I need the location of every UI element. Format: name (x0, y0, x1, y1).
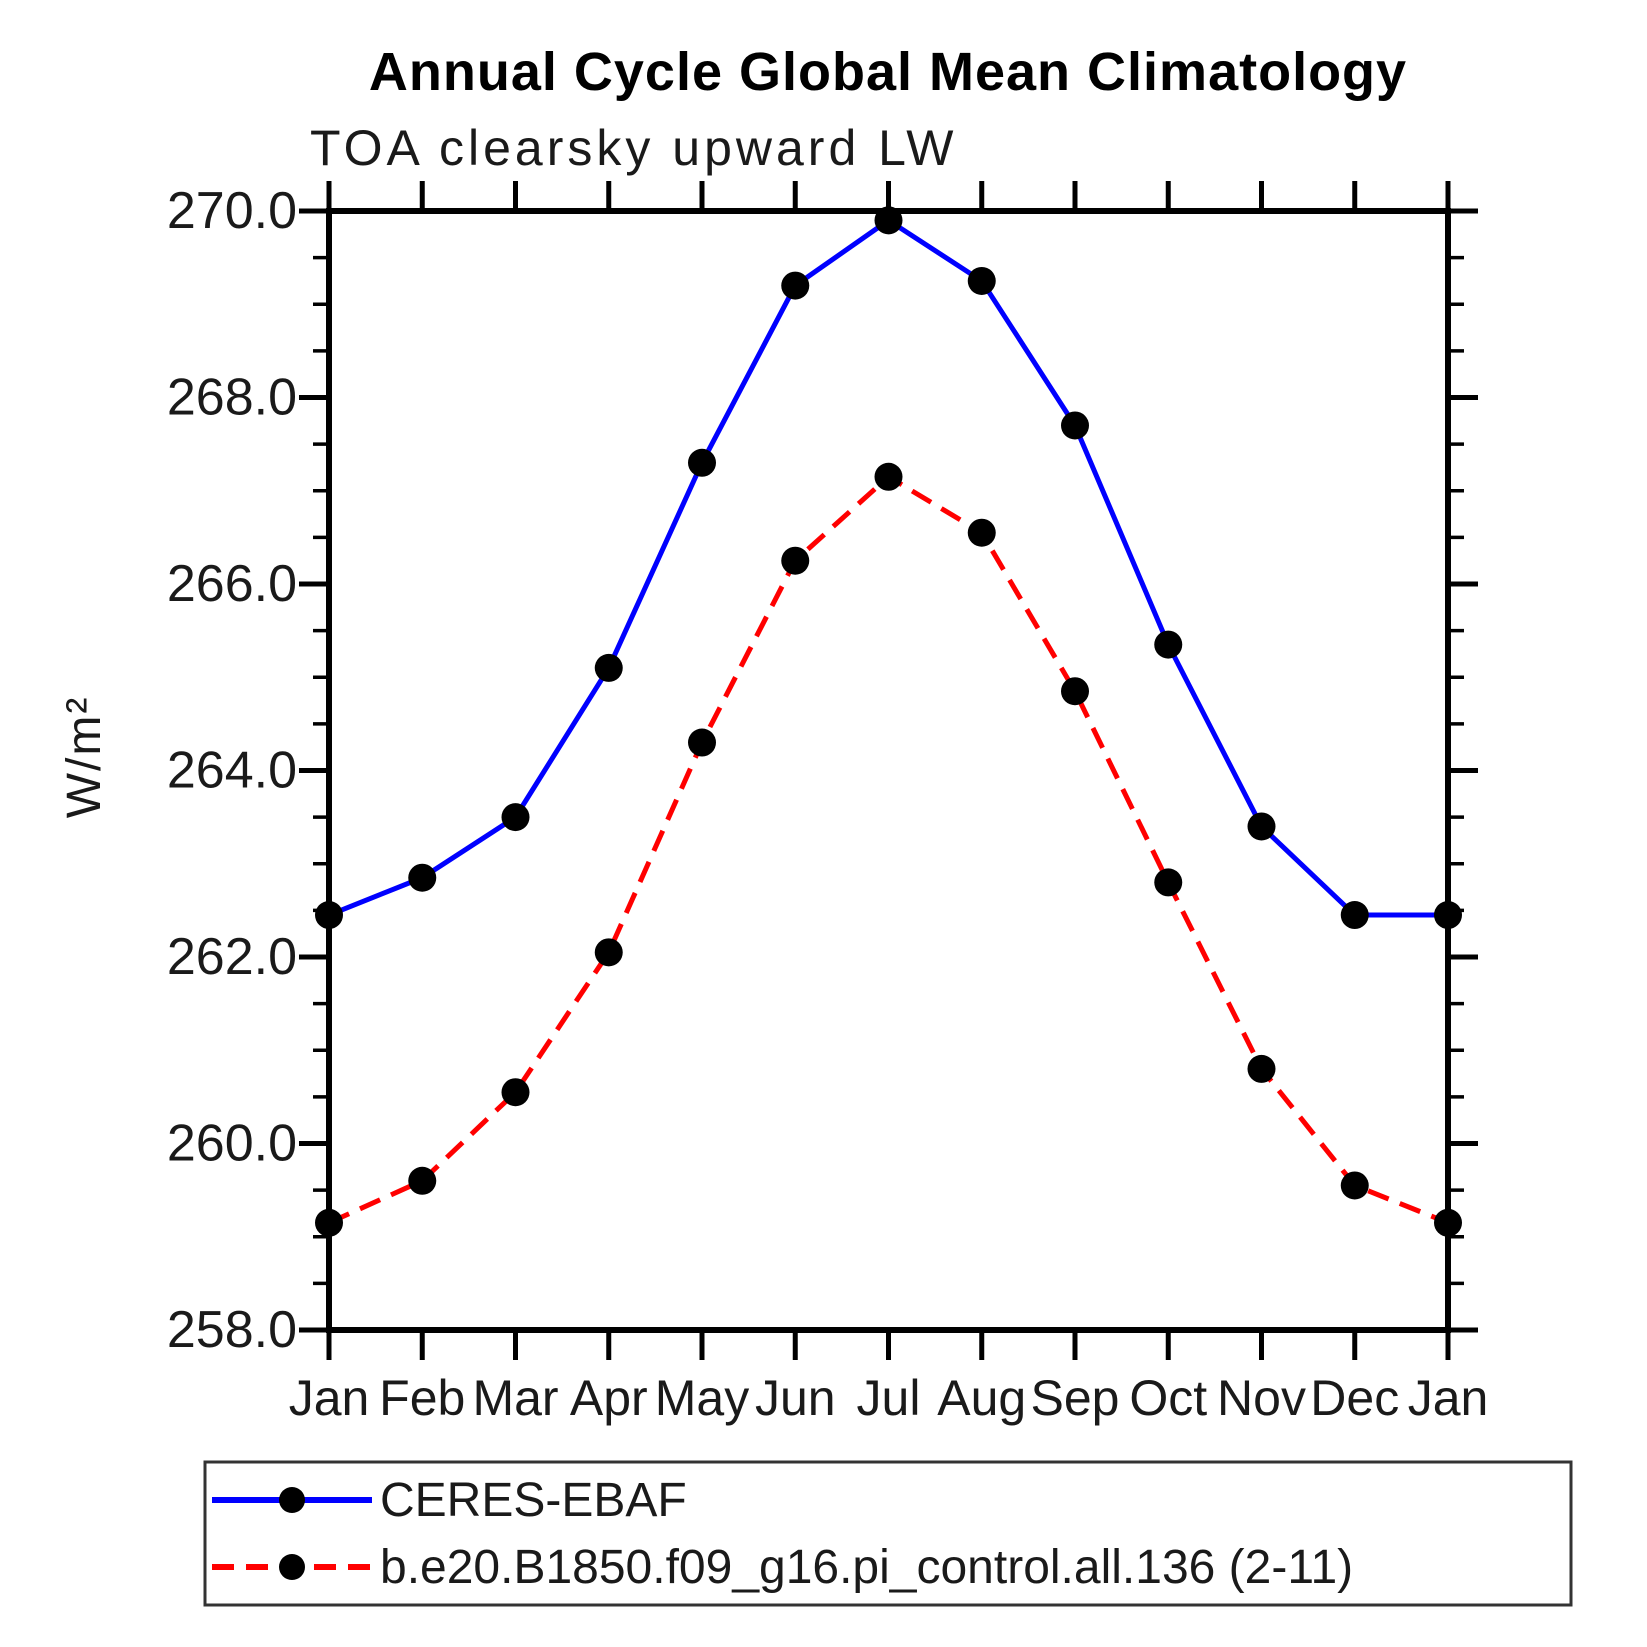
data-point-marker (781, 546, 810, 575)
data-point-marker (408, 863, 437, 892)
data-point-marker (1340, 901, 1369, 930)
data-series (315, 206, 1462, 1237)
data-point-marker (967, 266, 996, 295)
y-tick-label: 266.0 (167, 555, 297, 613)
data-point-marker (1154, 868, 1183, 897)
data-point-marker (874, 462, 903, 491)
axis-ticks (299, 181, 1478, 1360)
x-tick-label: Sep (1031, 1370, 1120, 1426)
x-tick-label: Apr (570, 1370, 648, 1426)
x-tick-label: May (655, 1370, 749, 1426)
data-point-marker (315, 901, 343, 930)
x-tick-label: Jan (1408, 1370, 1489, 1426)
legend-label-model-run: b.e20.B1850.f09_g16.pi_control.all.136 (… (380, 1541, 1353, 1594)
x-tick-label: Aug (937, 1370, 1026, 1426)
data-point-marker (1434, 1208, 1462, 1237)
y-tick-label: 258.0 (167, 1301, 297, 1359)
data-point-marker (408, 1166, 437, 1195)
y-tick-label: 260.0 (167, 1115, 297, 1173)
y-tick-label: 270.0 (167, 182, 297, 240)
plot-border (326, 208, 1451, 1333)
data-point-marker (967, 518, 996, 547)
plot-frame (326, 208, 1451, 1333)
data-point-marker (688, 448, 716, 477)
data-point-marker (594, 938, 623, 967)
x-tick-label: Jan (289, 1370, 370, 1426)
data-point-marker (1247, 1054, 1276, 1083)
chart-subtitle: TOA clearsky upward LW (310, 120, 957, 176)
chart-title: Annual Cycle Global Mean Climatology (369, 42, 1407, 102)
data-point-marker (1247, 812, 1276, 841)
x-tick-label: Jul (857, 1370, 921, 1426)
data-point-marker (315, 1208, 343, 1237)
data-point-marker (1340, 1171, 1369, 1200)
series-line-1 (327, 474, 1449, 1226)
data-point-marker (874, 206, 903, 235)
legend-key-samples (212, 1487, 372, 1580)
legend-sample-marker-0 (279, 1487, 305, 1513)
data-point-marker (501, 803, 530, 832)
y-tick-label: 264.0 (167, 742, 297, 800)
data-point-marker (501, 1078, 530, 1107)
data-point-marker (781, 271, 810, 300)
legend-sample-marker-1 (279, 1554, 305, 1580)
legend-label-ceres-ebaf: CERES-EBAF (380, 1474, 687, 1527)
x-tick-label: Feb (379, 1370, 465, 1426)
x-tick-label: Jun (755, 1370, 836, 1426)
data-point-marker (1434, 901, 1462, 930)
data-point-marker (594, 653, 623, 682)
legend: CERES-EBAF b.e20.B1850.f09_g16.pi_contro… (203, 1460, 1573, 1607)
x-tick-label: Mar (472, 1370, 558, 1426)
x-tick-label: Oct (1129, 1370, 1207, 1426)
legend-box (203, 1460, 1573, 1607)
series-line-0 (328, 217, 1448, 918)
x-tick-label: Nov (1217, 1370, 1306, 1426)
y-tick-label: 268.0 (167, 369, 297, 427)
y-axis-label: W/m² (58, 696, 111, 819)
data-point-marker (688, 728, 716, 757)
data-point-marker (1061, 677, 1089, 706)
x-tick-label: Dec (1310, 1370, 1399, 1426)
data-point-marker (1154, 630, 1183, 659)
data-point-marker (1061, 411, 1089, 440)
y-tick-label: 262.0 (167, 928, 297, 986)
